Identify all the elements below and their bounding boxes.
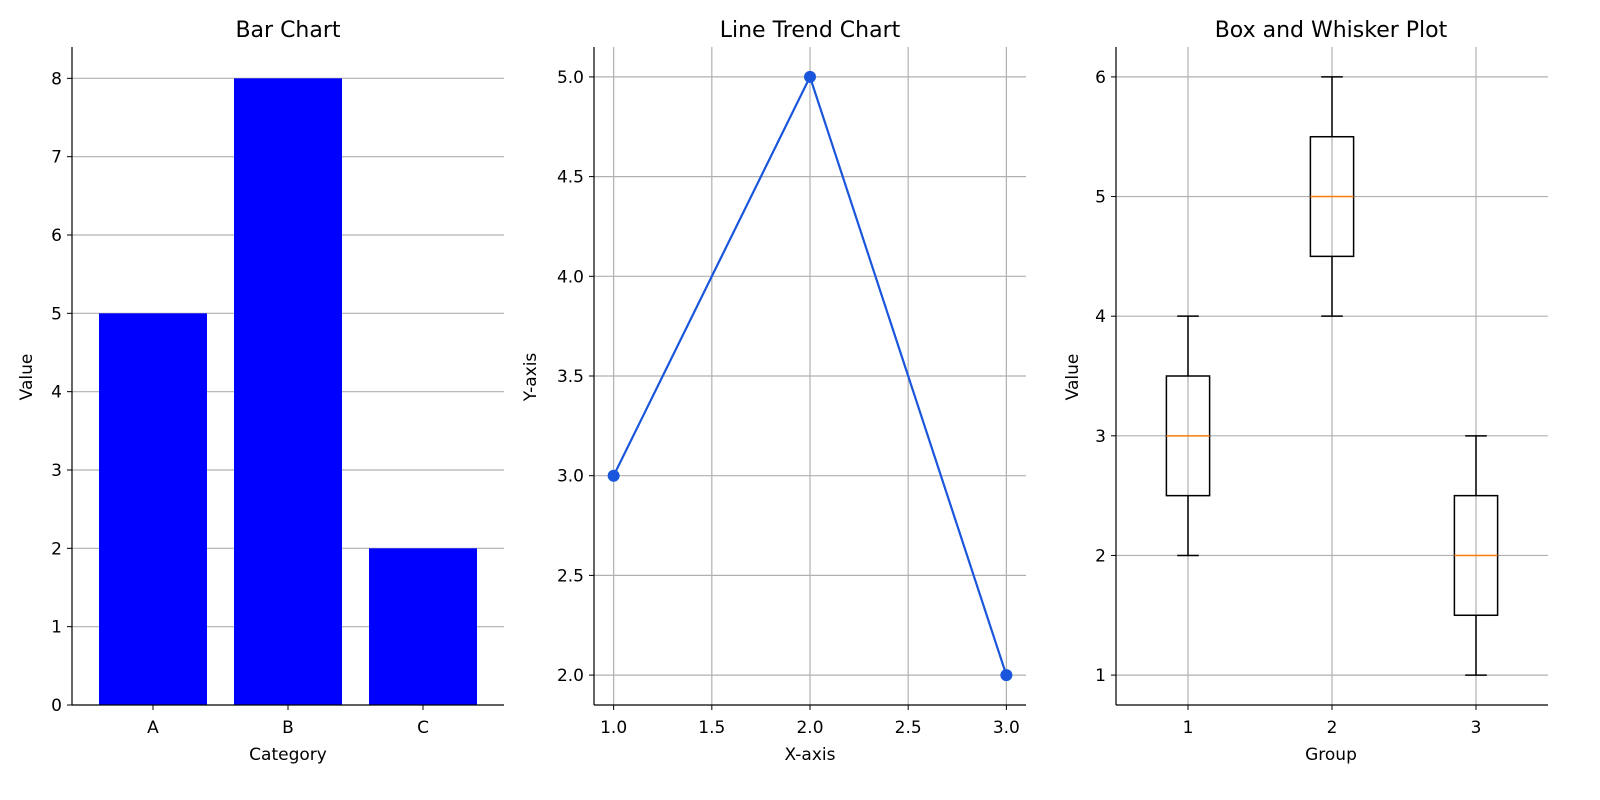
bar-chart-x-axis-label: Category (249, 745, 327, 765)
bar-chart-y-tick-label: 7 (51, 148, 62, 168)
line-chart-marks (607, 70, 1013, 682)
bar-chart-y-tick-label: 4 (51, 383, 62, 403)
bar-b (234, 78, 342, 706)
line-chart-x-tick-label: 1.5 (698, 718, 725, 738)
line-point (1000, 669, 1013, 682)
box-plot-y-tick-label: 5 (1095, 188, 1106, 208)
line-chart-x-tick-label: 1.0 (600, 718, 627, 738)
line-chart-grid (594, 47, 1026, 705)
line-chart-ticks: 2.0 2.5 3.0 3.5 4.0 4.5 5.0 1.0 1.5 2.0 2.5 3.0 (557, 68, 1020, 738)
line-chart-panel: Line Trend Chart 2.0 2.5 3.0 3.5 4.0 4.5 5.0 1.… (521, 18, 1026, 765)
box-group-1 (1165, 315, 1211, 557)
bar-chart-y-tick-label: 2 (51, 539, 62, 559)
line-chart-title: Line Trend Chart (720, 18, 901, 43)
line-chart-y-tick-label: 4.0 (557, 267, 584, 287)
bar-chart-y-tick-label: 3 (51, 461, 62, 481)
line-chart-y-tick-label: 2.0 (557, 666, 584, 686)
box-plot-panel: Box and Whisker Plot 1 2 3 4 5 6 1 2 3 Group Val… (1063, 18, 1548, 765)
box-plot-ticks: 1 2 3 4 5 6 1 2 3 (1095, 68, 1481, 738)
bar-chart-y-tick-label: 5 (51, 304, 62, 324)
bar-a (99, 313, 207, 705)
bar-chart-panel: Bar Chart 0 1 2 3 4 5 6 7 8 A B C Category Value (17, 18, 504, 765)
line-chart-y-tick-label: 3.5 (557, 367, 584, 387)
box-plot-y-tick-label: 6 (1095, 68, 1106, 88)
box-plot-y-tick-label: 4 (1095, 307, 1106, 327)
box-plot-y-tick-label: 2 (1095, 546, 1106, 566)
bar-chart-title: Bar Chart (235, 18, 340, 43)
bar-chart-x-tick-label: B (282, 718, 294, 738)
box-plot-x-tick-label: 1 (1183, 718, 1194, 738)
line-chart-y-tick-label: 4.5 (557, 168, 584, 188)
bar-chart-x-tick-label: A (147, 718, 159, 738)
bar-chart-y-tick-label: 1 (51, 618, 62, 638)
line-chart-y-tick-label: 2.5 (557, 566, 584, 586)
bar-chart-marks (99, 78, 477, 706)
box-plot-y-axis-label: Value (1063, 354, 1083, 401)
box-plot-x-tick-label: 2 (1327, 718, 1338, 738)
box-group-2 (1309, 76, 1355, 317)
line-chart-x-tick-label: 3.0 (993, 718, 1020, 738)
box-plot-y-tick-label: 1 (1095, 666, 1106, 686)
line-chart-y-tick-label: 5.0 (557, 68, 584, 88)
bar-chart-y-tick-label: 6 (51, 226, 62, 246)
bar-chart-y-tick-label: 8 (51, 69, 62, 89)
line-point (804, 70, 816, 83)
line-point (607, 469, 620, 482)
box-plot-y-tick-label: 3 (1095, 427, 1106, 447)
bar-c (369, 548, 477, 705)
bar-chart-y-tick-label: 0 (51, 696, 62, 716)
box-plot-x-tick-label: 3 (1471, 718, 1482, 738)
line-chart-x-tick-label: 2.5 (895, 718, 922, 738)
bar-chart-x-tick-label: C (417, 718, 429, 738)
box-group-3 (1453, 435, 1499, 676)
line-chart-x-tick-label: 2.0 (796, 718, 823, 738)
box-plot-marks (1165, 76, 1499, 676)
bar-chart-y-axis-label: Value (17, 354, 37, 401)
line-chart-y-axis-label: Y-axis (521, 353, 541, 403)
bar-chart-ticks: 0 1 2 3 4 5 6 7 8 A B C (51, 69, 429, 738)
box-plot-title: Box and Whisker Plot (1215, 18, 1448, 43)
box-plot-x-axis-label: Group (1305, 745, 1357, 765)
line-chart-x-axis-label: X-axis (785, 745, 836, 765)
line-chart-y-tick-label: 3.0 (557, 467, 584, 487)
